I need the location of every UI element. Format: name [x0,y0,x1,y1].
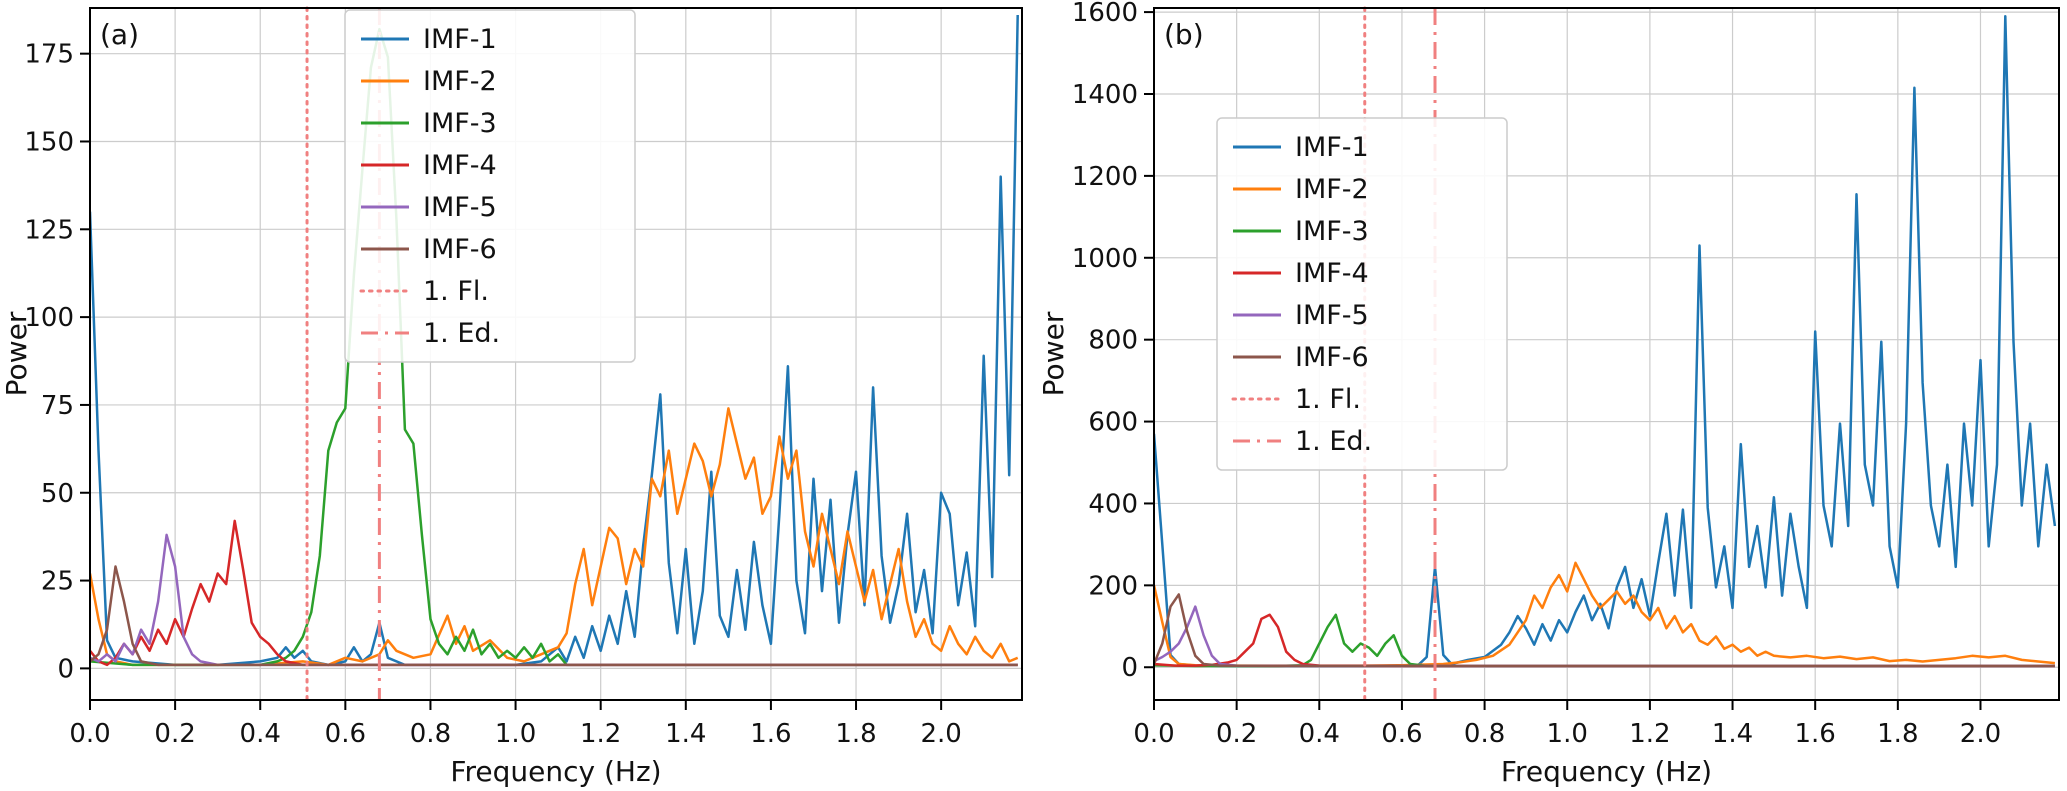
x-tick-label: 1.8 [1877,719,1918,749]
y-tick-label: 50 [41,479,74,509]
legend-box [1216,117,1508,471]
y-tick-label: 150 [24,127,74,157]
legend-label: 1. Ed. [423,318,500,349]
legend-label: IMF-6 [1295,342,1369,373]
x-tick-label: 0.2 [1216,719,1257,749]
series-line-imf-4 [90,519,1018,667]
x-tick-label: 1.2 [580,719,621,749]
y-tick-label: 100 [24,303,74,333]
legend-box [344,9,636,363]
legend: IMF-1 IMF-2 IMF-3 IMF-4 IMF-5 IMF-6 1. Fl. 1. E… [1216,117,1508,471]
x-tick-label: 0.4 [1299,719,1340,749]
y-tick-label: 0 [1121,653,1138,683]
legend-label: IMF-3 [1295,216,1369,247]
x-tick-label: 1.0 [1547,719,1588,749]
tick-marks [80,52,943,710]
panel-b-chart: 0.0 0.2 0.4 0.6 0.8 1.0 1.2 1.4 1.6 1.8 2.0 0 200 400… [1037,0,2060,788]
y-tick-label: 125 [24,215,74,245]
x-tick-label: 0.0 [69,719,110,749]
y-tick-label: 1400 [1072,80,1138,110]
legend-label: IMF-3 [423,108,497,139]
series-line-imf-2 [1154,561,2056,667]
y-tick-label: 800 [1088,326,1138,356]
legend-label: 1. Ed. [1295,426,1372,457]
panel-label: (b) [1164,18,1204,51]
x-tick-label: 0.8 [410,719,451,749]
y-tick-label: 200 [1088,571,1138,601]
y-tick-label: 175 [24,40,74,70]
legend-label: 1. Fl. [423,276,489,307]
series-line-imf-6 [1154,593,2055,668]
x-tick-label: 1.2 [1629,719,1670,749]
y-axis-label: Power [0,311,33,396]
x-tick-label: 1.0 [495,719,536,749]
legend-label: IMF-1 [1295,132,1369,163]
legend: IMF-1 IMF-2 IMF-3 IMF-4 IMF-5 IMF-6 1. Fl. 1. E… [344,9,636,363]
legend-label: IMF-4 [423,150,497,181]
y-tick-label: 25 [41,567,74,597]
x-tick-label: 0.0 [1133,719,1174,749]
series-line-imf-6 [90,565,1018,667]
y-tick-label: 75 [41,391,74,421]
x-axis-label: Frequency (Hz) [1501,755,1712,788]
y-tick-label: 1600 [1072,0,1138,28]
x-tick-label: 0.4 [240,719,281,749]
legend-label: IMF-6 [423,234,497,265]
panel-label: (a) [100,18,139,51]
x-tick-label: 2.0 [1960,719,2001,749]
y-tick-label: 0 [57,654,74,684]
x-axis-label: Frequency (Hz) [450,755,661,788]
tick-labels: 0.0 0.2 0.4 0.6 0.8 1.0 1.2 1.4 1.6 1.8 2.0 0 25 50 75… [24,40,961,749]
y-tick-label: 400 [1088,489,1138,519]
y-tick-label: 1200 [1072,162,1138,192]
x-tick-label: 0.6 [1381,719,1422,749]
x-tick-label: 1.6 [750,719,791,749]
x-tick-label: 1.6 [1795,719,1836,749]
legend-label: IMF-1 [423,24,497,55]
tick-labels: 0.0 0.2 0.4 0.6 0.8 1.0 1.2 1.4 1.6 1.8 2.0 0 200 400… [1072,0,2001,749]
y-tick-label: 600 [1088,408,1138,438]
y-tick-label: 1000 [1072,244,1138,274]
series-line-imf-3 [90,27,1018,667]
x-tick-label: 1.4 [665,719,706,749]
series-line-imf-4 [1154,613,2055,668]
legend-label: IMF-2 [1295,174,1369,205]
legend-label: IMF-5 [423,192,497,223]
legend-label: 1. Fl. [1295,384,1361,415]
series-line-imf-3 [1154,613,2055,668]
x-tick-label: 0.8 [1464,719,1505,749]
axes-spines [89,7,1023,701]
axes-spines [1153,7,2060,701]
panel-a: 0.0 0.2 0.4 0.6 0.8 1.0 1.2 1.4 1.6 1.8 2.0 0 25 50 75… [0,0,1033,791]
panel-b: 0.0 0.2 0.4 0.6 0.8 1.0 1.2 1.4 1.6 1.8 2.0 0 200 400… [1033,0,2067,791]
x-tick-label: 1.8 [835,719,876,749]
x-tick-label: 0.6 [325,719,366,749]
tick-marks [1144,11,1982,710]
panel-a-chart: 0.0 0.2 0.4 0.6 0.8 1.0 1.2 1.4 1.6 1.8 2.0 0 25 50 75… [0,6,1023,788]
legend-label: IMF-4 [1295,258,1369,289]
legend-label: IMF-5 [1295,300,1369,331]
series-line-imf-2 [90,407,1019,667]
x-tick-label: 1.4 [1712,719,1753,749]
x-tick-label: 2.0 [920,719,961,749]
legend-label: IMF-2 [423,66,497,97]
x-tick-label: 0.2 [154,719,195,749]
y-axis-label: Power [1037,311,1070,396]
